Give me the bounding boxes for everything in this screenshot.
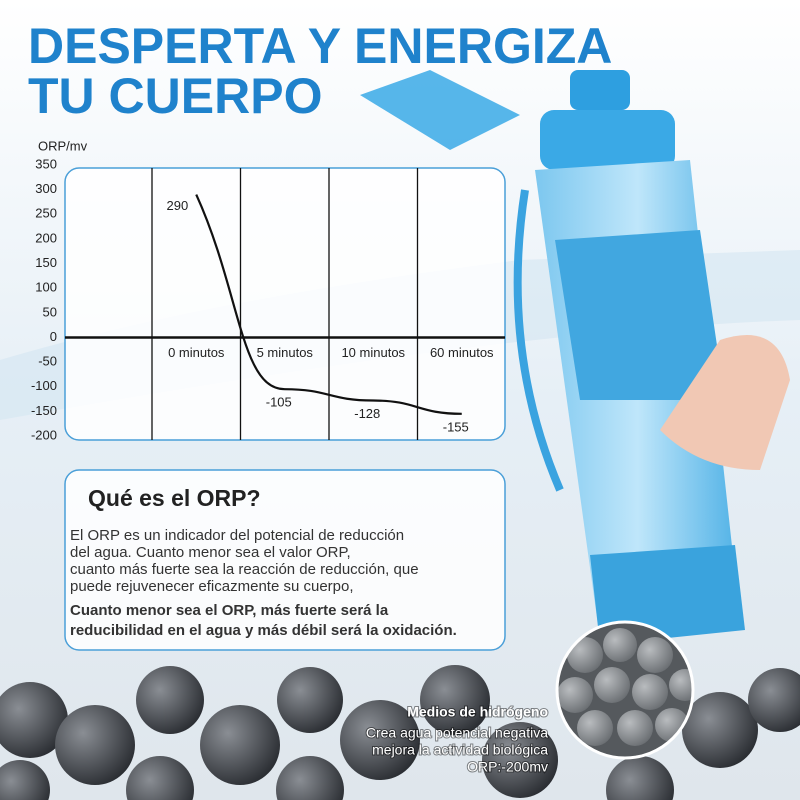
y-tick-label: 50 xyxy=(43,304,57,319)
bottle xyxy=(360,70,790,645)
info-box xyxy=(64,469,506,651)
info-heading: Qué es el ORP? xyxy=(88,485,261,511)
x-tick-label: 5 minutos xyxy=(257,345,314,360)
caption-line: mejora la actividad biológica xyxy=(372,742,548,758)
data-label: 290 xyxy=(167,198,189,213)
info-text: El ORP es un indicador del potencial de … xyxy=(70,527,457,639)
title-line: TU CUERPO xyxy=(28,68,322,124)
zoom-stones xyxy=(557,622,693,758)
info-line: cuanto más fuerte sea la reacción de red… xyxy=(70,561,419,578)
y-tick-label: -100 xyxy=(31,378,57,393)
title-line: DESPERTA Y ENERGIZA xyxy=(28,18,612,74)
y-tick-label: 100 xyxy=(35,280,57,295)
info-bold-line: reducibilidad en el agua y más débil ser… xyxy=(70,622,457,639)
y-tick-label: 150 xyxy=(35,255,57,270)
info-line: puede rejuvenecer eficazmente su cuerpo, xyxy=(70,578,354,595)
x-tick-label: 10 minutos xyxy=(341,345,405,360)
y-axis-label: ORP/mv xyxy=(38,138,88,153)
x-tick-label: 0 minutos xyxy=(168,345,225,360)
y-tick-label: 200 xyxy=(35,230,57,245)
caption-line: ORP:-200mv xyxy=(467,759,548,775)
info-line: del agua. Cuanto menor sea el valor ORP, xyxy=(70,544,351,561)
data-label: -128 xyxy=(354,406,380,421)
chart: -200 -150 -100 -50 0 50 100 150 200 250 300 350 0 mi… xyxy=(31,156,505,442)
y-tick-label: -150 xyxy=(31,403,57,418)
caption-line: Crea agua potencial negativa xyxy=(366,725,548,741)
caption-heading: Medios de hidrógeno xyxy=(407,704,548,720)
y-tick-label: -200 xyxy=(31,427,57,442)
data-label: -155 xyxy=(443,419,469,434)
orp-line xyxy=(195,194,462,415)
y-tick-label: 300 xyxy=(35,181,57,196)
y-tick-label: 250 xyxy=(35,206,57,221)
zoom-ring xyxy=(555,620,695,760)
y-tick-label: -50 xyxy=(38,354,57,369)
info-bold-line: Cuanto menor sea el ORP, más fuerte será… xyxy=(70,602,389,619)
data-label: -105 xyxy=(266,395,292,410)
info-line: El ORP es un indicador del potencial de … xyxy=(70,527,404,544)
y-tick-label: 350 xyxy=(35,156,57,171)
chart-frame xyxy=(64,167,506,441)
y-tick-label: 0 xyxy=(50,329,57,344)
stones xyxy=(0,665,800,800)
x-tick-label: 60 minutos xyxy=(430,345,494,360)
